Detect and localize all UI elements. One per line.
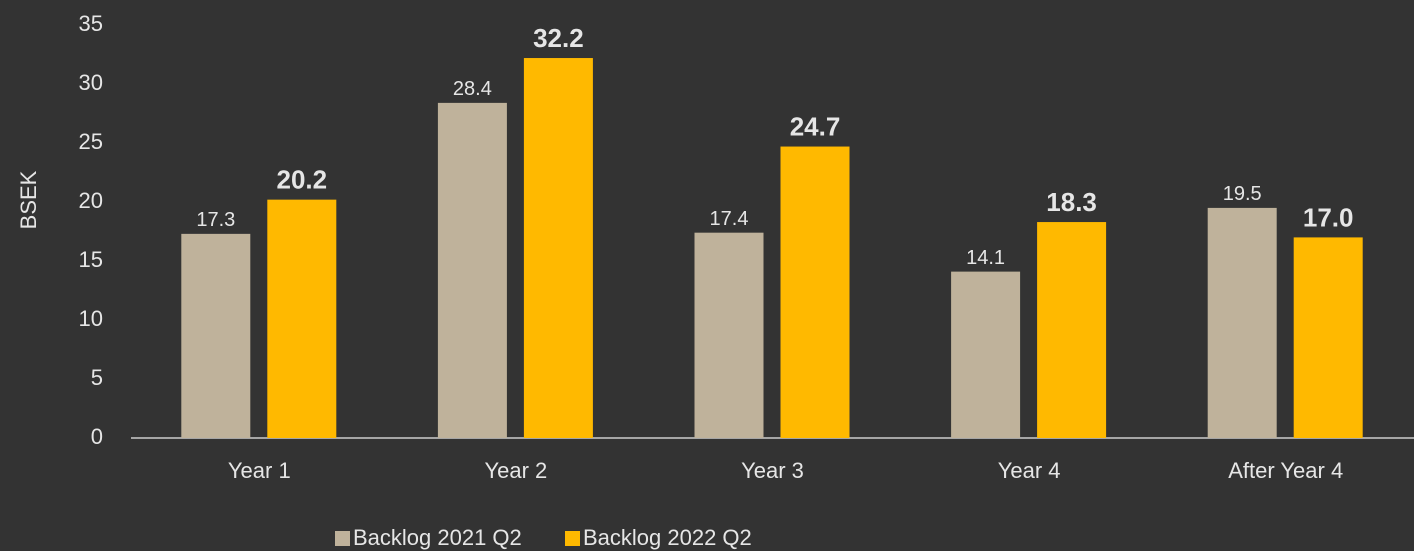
x-tick-label: Year 2: [484, 458, 547, 483]
bar: [694, 232, 764, 438]
y-axis-label: BSEK: [16, 170, 41, 229]
bar: [1207, 207, 1277, 438]
data-label: 17.0: [1303, 202, 1354, 232]
y-tick-label: 10: [79, 306, 103, 331]
data-label: 14.1: [966, 247, 1005, 269]
x-tick-label: Year 1: [228, 458, 291, 483]
bar: [267, 199, 337, 438]
y-tick-label: 25: [79, 129, 103, 154]
y-tick-label: 20: [79, 188, 103, 213]
data-label: 24.7: [790, 111, 841, 141]
legend-swatch: [335, 531, 350, 546]
legend-label: Backlog 2022 Q2: [583, 525, 752, 550]
bar: [951, 271, 1021, 438]
bar: [780, 146, 850, 439]
x-tick-label: Year 3: [741, 458, 804, 483]
y-tick-label: 35: [79, 11, 103, 36]
x-tick-label: Year 4: [998, 458, 1061, 483]
bar: [1293, 237, 1363, 438]
y-tick-label: 30: [79, 70, 103, 95]
y-tick-label: 0: [91, 424, 103, 449]
bar: [1037, 222, 1107, 438]
bar: [181, 233, 251, 438]
data-label: 17.3: [196, 209, 235, 231]
legend-label: Backlog 2021 Q2: [353, 525, 522, 550]
data-label: 19.5: [1223, 183, 1262, 205]
legend-swatch: [565, 531, 580, 546]
data-label: 32.2: [533, 23, 584, 53]
data-label: 20.2: [276, 165, 327, 195]
y-tick-label: 5: [91, 365, 103, 390]
data-label: 28.4: [453, 78, 492, 100]
bar: [437, 102, 507, 438]
data-label: 17.4: [710, 208, 749, 230]
x-tick-label: After Year 4: [1228, 458, 1343, 483]
bar: [523, 58, 593, 438]
y-tick-label: 15: [79, 247, 103, 272]
data-label: 18.3: [1046, 187, 1097, 217]
